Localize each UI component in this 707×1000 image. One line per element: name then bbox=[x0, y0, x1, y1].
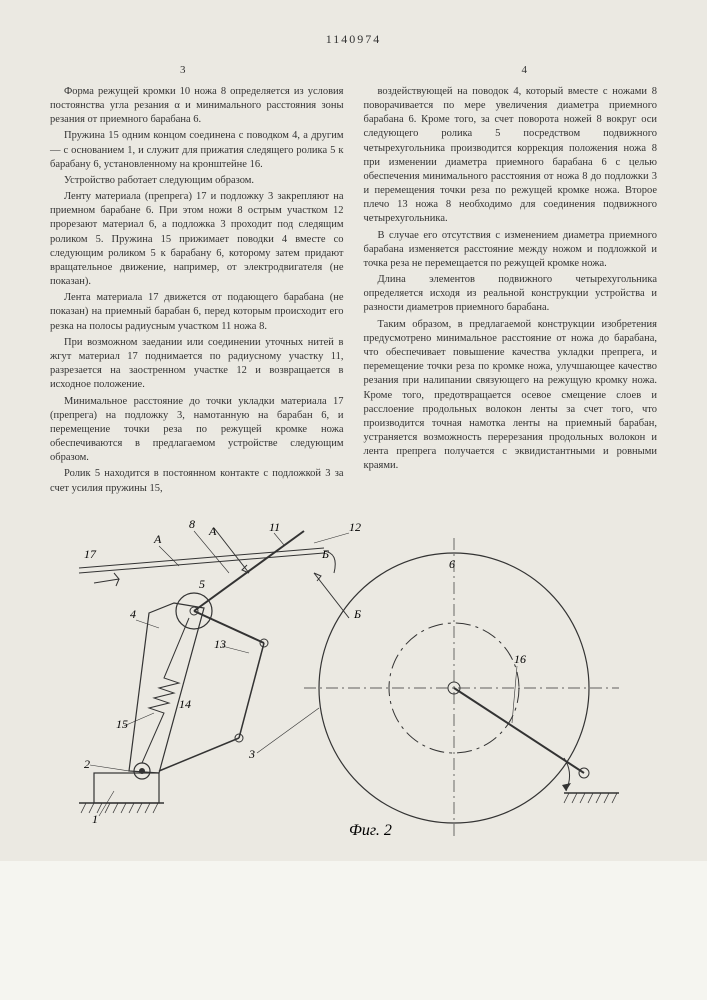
paragraph: В случае его отсутствия с изменением диа… bbox=[364, 229, 658, 272]
label-15: 15 bbox=[116, 717, 128, 731]
paragraph: Ленту материала (препрега) 17 и подложку… bbox=[50, 190, 344, 289]
label-16: 16 bbox=[514, 652, 526, 666]
leader-15 bbox=[124, 713, 154, 726]
knife-arm-upper bbox=[194, 531, 304, 611]
label-b2: Б bbox=[321, 547, 329, 561]
paragraph: При возможном заедании или соединении ут… bbox=[50, 336, 344, 393]
col-left-number: 3 bbox=[180, 63, 186, 77]
label-17: 17 bbox=[84, 547, 97, 561]
paragraph: Таким образом, в предлагаемой конструкци… bbox=[364, 318, 658, 474]
knife-arm-lower bbox=[194, 611, 264, 643]
col-right-number: 4 bbox=[522, 63, 528, 77]
paragraph: Минимальное расстояние до точки укладки … bbox=[50, 395, 344, 466]
label-3: 3 bbox=[248, 747, 255, 761]
link-13 bbox=[239, 643, 264, 738]
label-6: 6 bbox=[449, 557, 455, 571]
label-1: 1 bbox=[92, 812, 98, 826]
section-line-a bbox=[214, 528, 249, 573]
leader-3 bbox=[257, 708, 319, 753]
lever-pin bbox=[139, 768, 145, 774]
paragraph: Ролик 5 находится в постоянном контакте … bbox=[50, 467, 344, 495]
tape-line-top bbox=[79, 548, 324, 568]
label-14: 14 bbox=[179, 697, 191, 711]
figure-container: А Б 17 А 8 11 12 4 5 13 14 15 bbox=[50, 513, 657, 841]
text-columns: Форма режущей кромки 10 ножа 8 определяе… bbox=[50, 85, 657, 498]
leader-11 bbox=[274, 533, 284, 545]
label-13: 13 bbox=[214, 637, 226, 651]
column-numbers: 3 4 bbox=[50, 63, 657, 77]
label-5: 5 bbox=[199, 577, 205, 591]
leader-16 bbox=[512, 666, 517, 723]
label-b: Б bbox=[353, 607, 361, 621]
leader-a bbox=[159, 546, 179, 566]
document-page: 1140974 3 4 Форма режущей кромки 10 ножа… bbox=[0, 0, 707, 861]
rotation-arrowhead bbox=[562, 783, 571, 791]
technical-figure: А Б 17 А 8 11 12 4 5 13 14 15 bbox=[74, 513, 634, 841]
paragraph: воздействующей на поводок 4, который вме… bbox=[364, 85, 658, 227]
label-a: А bbox=[208, 524, 217, 538]
arrow-tape bbox=[94, 573, 119, 586]
document-number: 1140974 bbox=[50, 32, 657, 48]
paragraph: Пружина 15 одним концом соединена с пово… bbox=[50, 129, 344, 172]
label-4: 4 bbox=[130, 607, 136, 621]
leader-12 bbox=[314, 533, 349, 543]
base-block bbox=[94, 773, 159, 803]
ground-hatch-right bbox=[564, 793, 617, 803]
bracket-arm bbox=[454, 688, 584, 773]
left-column: Форма режущей кромки 10 ножа 8 определяе… bbox=[50, 85, 344, 498]
paragraph: Устройство работает следующим образом. bbox=[50, 174, 344, 188]
tape-line-bottom bbox=[79, 553, 324, 573]
right-column: воздействующей на поводок 4, который вме… bbox=[364, 85, 658, 498]
label-12: 12 bbox=[349, 520, 361, 534]
label-a2: А bbox=[153, 532, 162, 546]
leader-13 bbox=[222, 646, 249, 653]
link-bottom bbox=[159, 738, 239, 771]
section-line-b bbox=[314, 573, 349, 618]
leader-2 bbox=[90, 765, 129, 771]
label-8: 8 bbox=[189, 517, 195, 531]
figure-label: Фиг. 2 bbox=[349, 822, 392, 839]
label-2: 2 bbox=[84, 757, 90, 771]
label-11: 11 bbox=[269, 520, 280, 534]
paragraph: Длина элементов подвижного четырехугольн… bbox=[364, 273, 658, 316]
paragraph: Лента материала 17 движется от подающего… bbox=[50, 291, 344, 334]
paragraph: Форма режущей кромки 10 ножа 8 определяе… bbox=[50, 85, 344, 128]
